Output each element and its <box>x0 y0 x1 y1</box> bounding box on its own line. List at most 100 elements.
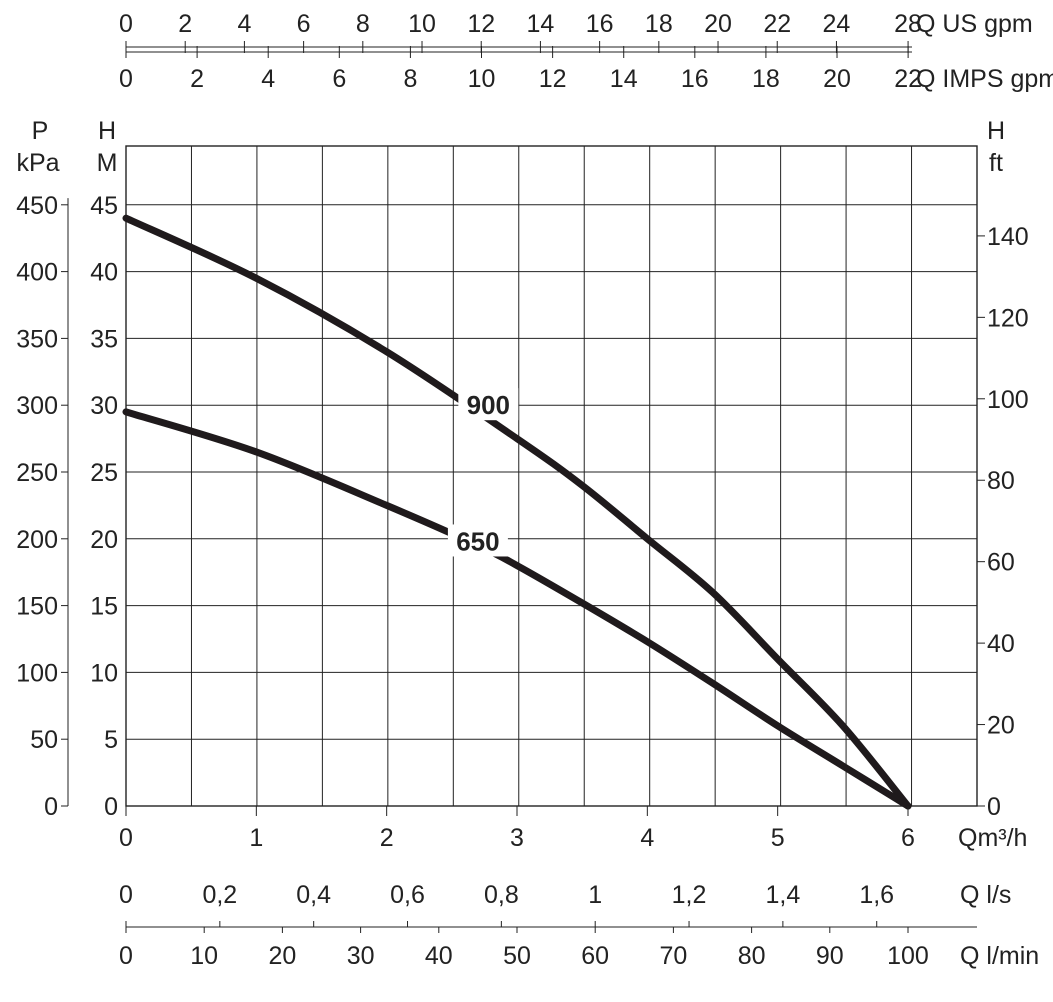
h-m-axis-unit: M <box>97 149 118 177</box>
h-m-tick-label: 40 <box>90 259 118 287</box>
q-us-gpm-tick-label: 8 <box>356 10 370 38</box>
q-ls-tick-label: 1 <box>588 881 602 909</box>
h-m-tick-label: 10 <box>90 659 118 687</box>
p-tick-label: 450 <box>16 192 58 220</box>
q-us-gpm-tick-label: 4 <box>237 10 251 38</box>
curve-label-650: 650 <box>456 526 499 556</box>
q-ls-tick-label: 0,2 <box>202 881 237 909</box>
q-ls-label: Q l/s <box>960 881 1011 909</box>
h-m-tick-label: 20 <box>90 526 118 554</box>
q-lmin-label: Q l/min <box>960 942 1039 970</box>
q-imps-gpm-tick-label: 20 <box>823 65 851 93</box>
x-tick-label: 0 <box>119 824 133 852</box>
q-imps-gpm-tick-label: 14 <box>610 65 638 93</box>
q-us-gpm-tick-label: 14 <box>527 10 555 38</box>
p-tick-label: 200 <box>16 526 58 554</box>
q-imps-gpm-tick-label: 6 <box>332 65 346 93</box>
q-ls-tick-label: 0,4 <box>296 881 331 909</box>
q-us-gpm-tick-label: 6 <box>297 10 311 38</box>
q-ls-tick-label: 0,8 <box>484 881 519 909</box>
curve-label-bg <box>447 524 508 557</box>
p-tick-label: 400 <box>16 259 58 287</box>
q-imps-gpm-tick-label: 22 <box>894 65 922 93</box>
h-m-tick-label: 25 <box>90 459 118 487</box>
q-lmin-tick-label: 80 <box>738 942 766 970</box>
h-ft-tick-label: 140 <box>987 223 1029 251</box>
q-imps-gpm-tick-label: 12 <box>539 65 567 93</box>
q-ls-tick-label: 0 <box>119 881 133 909</box>
axis-labels: Q US gpm Q IMPS gpm P kPa H M H ft Qm³/h… <box>16 10 1053 970</box>
q-imps-gpm-tick-label: 2 <box>190 65 204 93</box>
plot-frame <box>125 145 978 807</box>
q-lmin-tick-label: 10 <box>190 942 218 970</box>
h-ft-tick-label: 120 <box>987 304 1029 332</box>
curve-label-900: 900 <box>467 390 510 420</box>
x-tick-label: 4 <box>640 824 654 852</box>
q-ls-tick-label: 1,4 <box>765 881 800 909</box>
q-us-gpm-label: Q US gpm <box>916 10 1033 38</box>
p-tick-label: 100 <box>16 659 58 687</box>
q-us-gpm-tick-label: 10 <box>408 10 436 38</box>
q-lmin-tick-label: 70 <box>659 942 687 970</box>
h-m-tick-label: 45 <box>90 192 118 220</box>
grid <box>125 145 978 807</box>
q-us-gpm-tick-label: 22 <box>763 10 791 38</box>
q-us-gpm-tick-label: 28 <box>894 10 922 38</box>
q-lmin-tick-label: 50 <box>503 942 531 970</box>
q-imps-gpm-tick-label: 4 <box>261 65 275 93</box>
q-us-gpm-tick-label: 2 <box>178 10 192 38</box>
x-tick-label: 3 <box>510 824 524 852</box>
h-ft-tick-label: 60 <box>987 549 1015 577</box>
p-axis-unit: kPa <box>16 149 59 177</box>
p-tick-label: 300 <box>16 392 58 420</box>
axes: 0 1 2 3 4 5 6051015202530354045050100150200250… <box>16 10 1028 970</box>
q-us-gpm-tick-label: 16 <box>586 10 614 38</box>
p-axis-title: P <box>32 117 49 145</box>
q-lmin-tick-label: 30 <box>347 942 375 970</box>
h-m-tick-label: 5 <box>104 726 118 754</box>
q-us-gpm-tick-label: 24 <box>823 10 851 38</box>
h-ft-axis-unit: ft <box>989 149 1003 177</box>
p-tick-label: 0 <box>44 793 58 821</box>
q-lmin-tick-label: 20 <box>268 942 296 970</box>
q-lmin-tick-label: 40 <box>425 942 453 970</box>
curves: 900 650 <box>122 214 912 810</box>
x-tick-label: 2 <box>380 824 394 852</box>
h-ft-tick-label: 40 <box>987 630 1015 658</box>
h-m-tick-label: 15 <box>90 593 118 621</box>
curve-label-bg <box>458 388 519 421</box>
h-m-tick-label: 35 <box>90 325 118 353</box>
h-ft-tick-label: 100 <box>987 386 1029 414</box>
h-m-axis-title: H <box>98 117 116 145</box>
p-tick-label: 250 <box>16 459 58 487</box>
h-ft-tick-label: 0 <box>987 793 1001 821</box>
q-ls-tick-label: 1,2 <box>672 881 707 909</box>
q-us-gpm-tick-label: 0 <box>119 10 133 38</box>
q-ls-tick-label: 1,6 <box>859 881 894 909</box>
h-ft-axis-title: H <box>987 117 1005 145</box>
h-m-tick-label: 30 <box>90 392 118 420</box>
q-imps-gpm-tick-label: 18 <box>752 65 780 93</box>
h-ft-tick-label: 20 <box>987 712 1015 740</box>
x-axis-label: Qm³/h <box>958 824 1027 852</box>
q-lmin-tick-label: 0 <box>119 942 133 970</box>
q-lmin-tick-label: 60 <box>581 942 609 970</box>
p-tick-label: 150 <box>16 593 58 621</box>
curve-650 <box>122 408 912 810</box>
x-tick-label: 1 <box>249 824 263 852</box>
p-tick-label: 50 <box>30 726 58 754</box>
q-lmin-tick-label: 90 <box>816 942 844 970</box>
q-ls-tick-label: 0,6 <box>390 881 425 909</box>
x-tick-label: 5 <box>771 824 785 852</box>
q-lmin-tick-label: 100 <box>887 942 929 970</box>
q-imps-gpm-tick-label: 10 <box>468 65 496 93</box>
curve-900 <box>122 214 912 810</box>
q-us-gpm-tick-label: 18 <box>645 10 673 38</box>
q-us-gpm-tick-label: 12 <box>467 10 495 38</box>
h-ft-tick-label: 80 <box>987 467 1015 495</box>
q-imps-gpm-tick-label: 16 <box>681 65 709 93</box>
q-imps-gpm-label: Q IMPS gpm <box>916 65 1053 93</box>
p-tick-label: 350 <box>16 325 58 353</box>
h-m-tick-label: 0 <box>104 793 118 821</box>
